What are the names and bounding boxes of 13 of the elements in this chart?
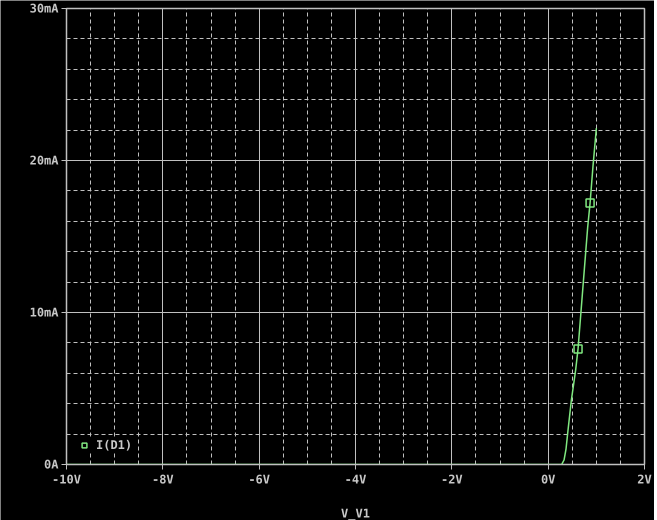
y-tick-label: 30mA (30, 2, 60, 16)
x-axis-title: V_V1 (341, 506, 370, 520)
x-tick-label: -2V (440, 472, 463, 486)
legend-label: I(D1) (96, 438, 132, 452)
y-tick-label: 10mA (30, 306, 60, 320)
x-tick-label: -8V (152, 472, 174, 486)
y-tick-label: 20mA (30, 154, 60, 168)
x-tick-label: 0V (540, 472, 556, 486)
x-tick-label: -6V (248, 472, 270, 486)
y-tick-label: 0A (44, 458, 60, 472)
x-tick-label: 2V (637, 472, 652, 486)
x-tick-label: -10V (52, 472, 81, 486)
x-tick-label: -4V (344, 472, 366, 486)
